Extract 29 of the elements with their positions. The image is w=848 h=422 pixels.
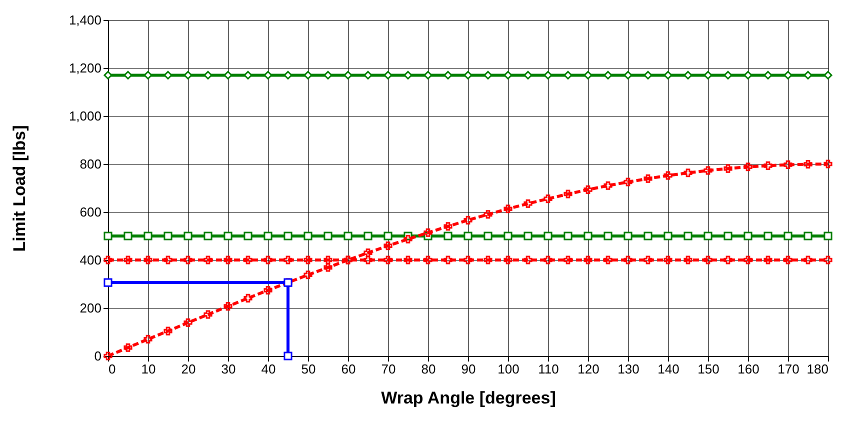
y-tick-label: 400 bbox=[80, 252, 102, 268]
x-tick-label: 50 bbox=[301, 362, 316, 376]
x-tick-label: 80 bbox=[421, 362, 436, 376]
x-tick-label: 30 bbox=[221, 362, 236, 376]
x-tick-label: 60 bbox=[341, 362, 356, 376]
x-tick-label: 170 bbox=[778, 362, 800, 376]
y-tick-label: 1,200 bbox=[68, 60, 102, 76]
y-axis-title: Limit Load [lbs] bbox=[10, 125, 29, 252]
y-tick-label: 600 bbox=[80, 204, 102, 220]
x-tick-label: 20 bbox=[181, 362, 196, 376]
x-tick-label: 140 bbox=[658, 362, 680, 376]
x-tick-label: 70 bbox=[381, 362, 396, 376]
x-tick-label: 110 bbox=[538, 362, 559, 376]
x-tick-label: 120 bbox=[578, 362, 600, 376]
x-tick-label: 180 bbox=[806, 362, 828, 376]
x-axis-title: Wrap Angle [degrees] bbox=[381, 388, 556, 408]
x-tick-label: 40 bbox=[261, 362, 276, 376]
y-tick-label: 800 bbox=[80, 156, 102, 172]
x-tick-label: 130 bbox=[618, 362, 640, 376]
y-tick-label: 0 bbox=[94, 348, 102, 364]
y-tick-label: 1,400 bbox=[68, 12, 102, 28]
y-tick-label: 1,000 bbox=[68, 108, 102, 124]
x-tick-label: 160 bbox=[738, 362, 760, 376]
x-tick-label: 90 bbox=[461, 362, 476, 376]
x-tick-label: 0 bbox=[108, 362, 116, 376]
x-tick-label: 100 bbox=[498, 362, 520, 376]
x-tick-label: 150 bbox=[698, 362, 720, 376]
y-tick-label: 200 bbox=[80, 300, 102, 316]
x-tick-label: 10 bbox=[141, 362, 156, 376]
